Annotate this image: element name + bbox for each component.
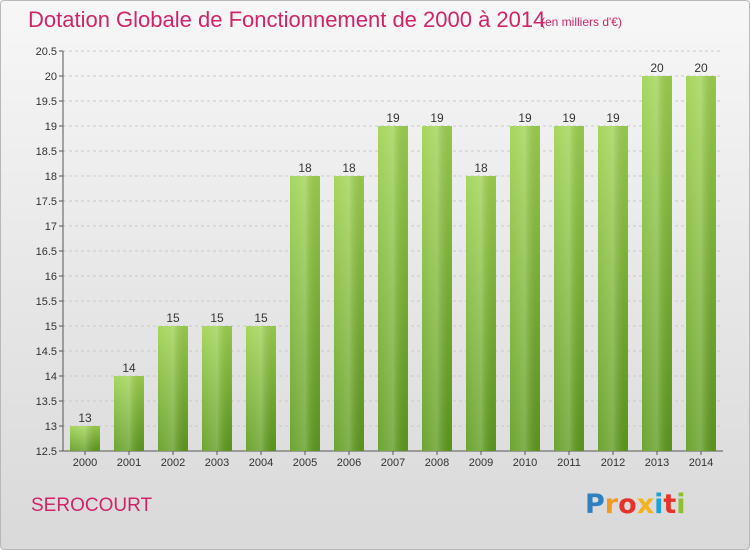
data-label: 19 [562, 111, 576, 125]
logo-letter: i [676, 489, 686, 520]
y-tick-label: 16.5 [36, 246, 57, 258]
x-tick-label: 2001 [117, 457, 141, 469]
data-label: 15 [166, 311, 180, 325]
logo-letter: t [663, 489, 677, 520]
bar-highlight [114, 376, 144, 451]
data-label: 19 [430, 111, 444, 125]
data-label: 18 [298, 161, 312, 175]
y-tick-label: 13 [45, 421, 57, 433]
x-tick-label: 2002 [161, 457, 185, 469]
data-label: 19 [386, 111, 400, 125]
chart-title: Dotation Globale de Fonctionnement de 20… [28, 7, 546, 32]
bar-highlight [334, 176, 364, 451]
logo-letter: P [585, 489, 605, 520]
bar-highlight [510, 126, 540, 451]
y-tick-label: 19 [45, 121, 57, 133]
bar-highlight [466, 176, 496, 451]
bar-highlight [598, 126, 628, 451]
x-tick-label: 2008 [425, 457, 449, 469]
y-tick-label: 20.5 [36, 46, 57, 58]
bar-highlight [246, 326, 276, 451]
x-tick-label: 2010 [513, 457, 537, 469]
bar-highlight [158, 326, 188, 451]
data-label: 18 [474, 161, 488, 175]
x-tick-label: 2013 [645, 457, 669, 469]
x-tick-label: 2007 [381, 457, 405, 469]
y-tick-label: 13.5 [36, 396, 57, 408]
y-tick-label: 14.5 [36, 346, 57, 358]
y-tick-label: 18.5 [36, 146, 57, 158]
y-tick-label: 19.5 [36, 96, 57, 108]
logo-letter: i [654, 489, 664, 520]
bar-highlight [422, 126, 452, 451]
y-tick-label: 18 [45, 171, 57, 183]
bar-highlight [378, 126, 408, 451]
bar-highlight [686, 76, 716, 451]
x-tick-label: 2004 [249, 457, 273, 469]
bar-highlight [642, 76, 672, 451]
x-tick-label: 2005 [293, 457, 317, 469]
bar-highlight [202, 326, 232, 451]
y-tick-label: 14 [45, 371, 57, 383]
data-label: 13 [78, 411, 92, 425]
x-tick-label: 2012 [601, 457, 625, 469]
y-tick-label: 20 [45, 71, 57, 83]
data-label: 15 [254, 311, 268, 325]
logo-letter: x [636, 489, 655, 520]
chart-subtitle: (en milliers d'€) [541, 15, 622, 29]
data-label: 20 [694, 61, 708, 75]
place-name: SEROCOURT [31, 495, 153, 516]
logo-letter: o [618, 489, 637, 520]
x-tick-label: 2003 [205, 457, 229, 469]
y-tick-label: 12.5 [36, 446, 57, 458]
data-label: 14 [122, 361, 136, 375]
y-tick-label: 16 [45, 271, 57, 283]
bars [70, 76, 716, 451]
data-label: 15 [210, 311, 224, 325]
proxiti-logo: Proxiti [585, 489, 686, 520]
x-tick-label: 2014 [689, 457, 713, 469]
y-tick-label: 17 [45, 221, 57, 233]
bar-highlight [554, 126, 584, 451]
x-tick-label: 2009 [469, 457, 493, 469]
data-label: 19 [606, 111, 620, 125]
y-tick-label: 15.5 [36, 296, 57, 308]
data-label: 19 [518, 111, 532, 125]
logo-letter: r [604, 489, 619, 520]
x-tick-label: 2006 [337, 457, 361, 469]
y-tick-label: 17.5 [36, 196, 57, 208]
bar-highlight [70, 426, 100, 451]
data-label: 20 [650, 61, 664, 75]
y-tick-label: 15 [45, 321, 57, 333]
bar-highlight [290, 176, 320, 451]
data-label: 18 [342, 161, 356, 175]
x-tick-label: 2000 [73, 457, 97, 469]
x-tick-label: 2011 [557, 457, 581, 469]
labels: 2000 13 2001 14 2002 15 2003 15 2004 15 2005 18 2006… [73, 61, 713, 469]
